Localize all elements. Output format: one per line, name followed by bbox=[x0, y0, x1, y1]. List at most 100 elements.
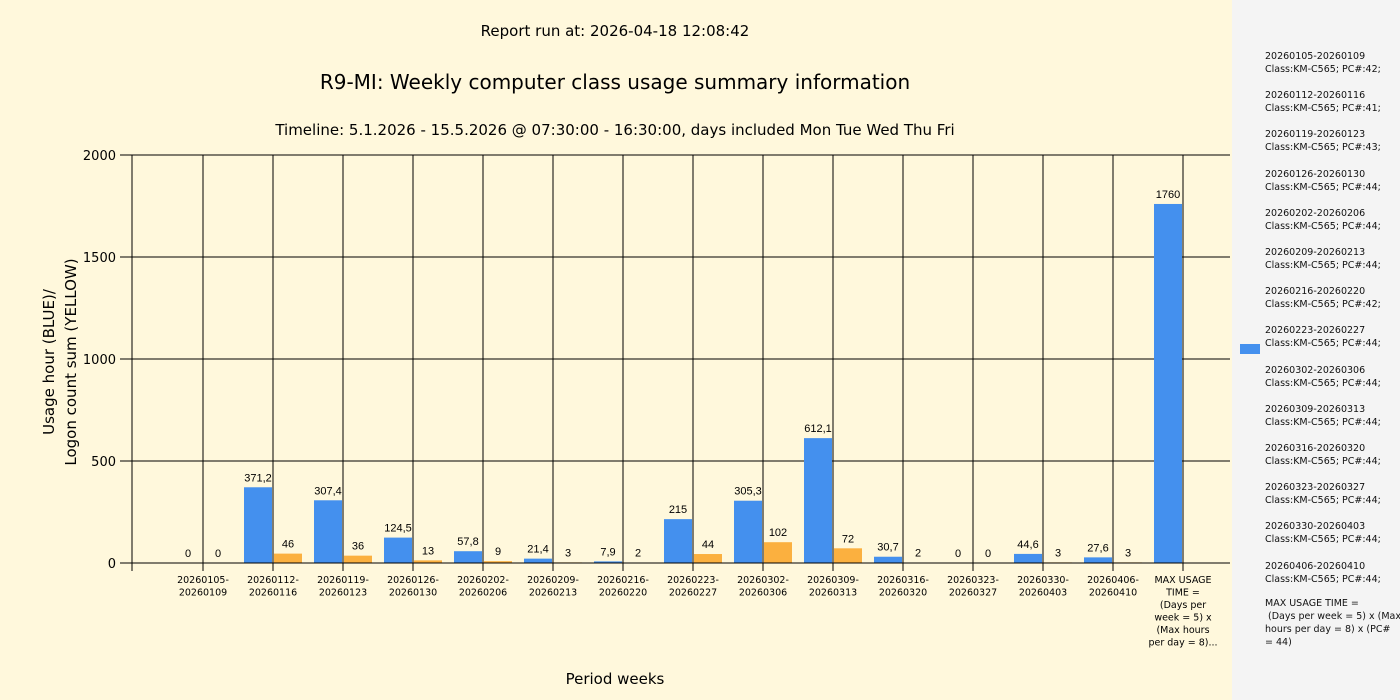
legend-item-line: Class:KM-C565; PC#:44; bbox=[1265, 573, 1381, 585]
legend-item-line: 20260316-20260320 bbox=[1265, 443, 1366, 454]
bar-usage-hours bbox=[1014, 553, 1042, 563]
legend-item-line: 20260330-20260403 bbox=[1265, 521, 1366, 533]
legend-item-line: Class:KM-C565; PC#:44; bbox=[1265, 416, 1381, 428]
x-tick-label: 20260406- bbox=[1087, 575, 1139, 586]
chart-subtitle: Timeline: 5.1.2026 - 15.5.2026 @ 07:30:0… bbox=[275, 121, 955, 139]
x-tick-label: 20260220 bbox=[599, 588, 647, 599]
bar-logon-count bbox=[414, 560, 442, 563]
bar-chart: 050010001500200020260105-202601092026011… bbox=[83, 149, 1230, 649]
x-tick-label: 20260105- bbox=[177, 575, 229, 586]
data-label-usage: 1760 bbox=[1156, 189, 1180, 201]
legend-item-line: 20260309-20260313 bbox=[1265, 403, 1366, 415]
bar-logon-count bbox=[274, 553, 302, 563]
data-label-usage: 30,7 bbox=[877, 542, 898, 554]
x-tick-label: 20260330- bbox=[1017, 575, 1069, 586]
data-label-usage: 44,6 bbox=[1017, 539, 1038, 551]
data-label-logon: 0 bbox=[985, 548, 991, 560]
legend-note-line: (Days per week = 5) x (Max bbox=[1265, 611, 1400, 622]
legend-item: 20260309-20260313 Class:KM-C565; PC#:44; bbox=[1265, 403, 1381, 429]
x-tick-label: TIME = bbox=[1165, 588, 1200, 599]
x-tick-label: 20260320 bbox=[879, 588, 927, 599]
legend-item-line: 20260119-20260123 bbox=[1265, 129, 1366, 141]
x-axis-label: Period weeks bbox=[565, 670, 665, 688]
x-tick-label: 20260216- bbox=[597, 575, 649, 586]
legend-item: 20260406-20260410 Class:KM-C565; PC#:44; bbox=[1265, 560, 1381, 586]
x-tick-label: 20260323- bbox=[947, 575, 999, 586]
x-tick-label: 20260313 bbox=[809, 588, 857, 599]
legend-item: 20260202-20260206 Class:KM-C565; PC#:44; bbox=[1265, 207, 1381, 233]
bar-usage-hours bbox=[874, 556, 902, 563]
legend-item: 20260209-20260213 Class:KM-C565; PC#:44; bbox=[1265, 246, 1381, 272]
x-tick-label: 20260116 bbox=[249, 588, 297, 599]
legend-item-line: 20260406-20260410 bbox=[1265, 560, 1366, 572]
bar-usage-hours bbox=[1084, 557, 1112, 563]
data-label-logon: 102 bbox=[769, 527, 787, 539]
legend-item: 20260105-20260109 Class:KM-C565; PC#:42; bbox=[1265, 50, 1381, 76]
bar-logon-count bbox=[764, 542, 792, 563]
bar-usage-hours bbox=[244, 487, 272, 563]
report-run-timestamp: Report run at: 2026-04-18 12:08:42 bbox=[480, 22, 750, 40]
data-label-usage: 7,9 bbox=[600, 546, 615, 558]
legend-note-line: hours per day = 8) x (PC# bbox=[1265, 624, 1391, 635]
data-label-usage: 57,8 bbox=[457, 536, 478, 548]
data-label-logon: 72 bbox=[842, 533, 854, 545]
bar-usage-hours bbox=[734, 500, 762, 563]
legend-item: 20260223-20260227 Class:KM-C565; PC#:44; bbox=[1265, 324, 1381, 350]
x-tick-label: 20260202- bbox=[457, 575, 509, 586]
data-label-logon: 46 bbox=[282, 539, 294, 551]
x-tick-label: 20260403 bbox=[1019, 588, 1067, 599]
bar-logon-count bbox=[694, 554, 722, 563]
legend-note-line: MAX USAGE TIME = bbox=[1265, 598, 1359, 609]
chart-title: R9-MI: Weekly computer class usage summa… bbox=[319, 70, 911, 94]
legend-item-line: Class:KM-C565; PC#:44; bbox=[1265, 495, 1381, 507]
bar-usage-hours bbox=[384, 537, 412, 563]
x-tick-label: 20260109 bbox=[179, 588, 227, 599]
legend-item: 20260316-20260320 Class:KM-C565; PC#:44; bbox=[1265, 442, 1381, 468]
legend-item-line: 20260223-20260227 bbox=[1265, 325, 1366, 337]
legend-item: 20260323-20260327 Class:KM-C565; PC#:44; bbox=[1265, 481, 1381, 507]
legend-item-line: Class:KM-C565; PC#:44; bbox=[1265, 338, 1381, 350]
bar-logon-count bbox=[344, 555, 372, 563]
legend-item-line: 20260323-20260327 bbox=[1265, 482, 1366, 494]
x-tick-label: 20260227 bbox=[669, 588, 717, 599]
x-tick-label: 20260123 bbox=[319, 588, 367, 599]
x-tick-label: 20260209- bbox=[527, 575, 579, 586]
data-label-usage: 0 bbox=[955, 548, 961, 560]
x-tick-label: 20260327 bbox=[949, 588, 997, 599]
legend-item-line: Class:KM-C565; PC#:44; bbox=[1265, 260, 1381, 271]
legend-item: 20260112-20260116 Class:KM-C565; PC#:41; bbox=[1265, 89, 1381, 115]
x-tick-label: (Days per bbox=[1160, 600, 1206, 611]
data-label-usage: 305,3 bbox=[734, 486, 762, 498]
x-tick-label: 20260223- bbox=[667, 575, 719, 586]
legend-item-line: Class:KM-C565; PC#:41; bbox=[1265, 103, 1381, 115]
legend-item: 20260302-20260306 Class:KM-C565; PC#:44; bbox=[1265, 364, 1381, 390]
legend-item-line: Class:KM-C565; PC#:43; bbox=[1265, 142, 1381, 154]
x-tick-label: 20260309- bbox=[807, 575, 859, 586]
x-tick-label: 20260206 bbox=[459, 588, 507, 599]
data-label-logon: 44 bbox=[702, 539, 714, 551]
x-tick-label: 20260130 bbox=[389, 588, 437, 599]
legend-item-line: 20260209-20260213 bbox=[1265, 247, 1366, 258]
legend-panel: 20260105-20260109 Class:KM-C565; PC#:42; 2… bbox=[1232, 0, 1400, 700]
data-label-logon: 3 bbox=[1125, 547, 1131, 559]
x-tick-label: 20260213 bbox=[529, 588, 577, 599]
y-tick-label: 0 bbox=[108, 557, 116, 572]
data-label-logon: 3 bbox=[1055, 547, 1061, 559]
x-tick-label: per day = 8)... bbox=[1148, 638, 1217, 649]
x-tick-label: 20260306 bbox=[739, 588, 787, 599]
legend-item-line: Class:KM-C565; PC#:44; bbox=[1265, 220, 1381, 232]
data-label-usage: 27,6 bbox=[1087, 542, 1108, 554]
data-label-usage: 0 bbox=[185, 548, 191, 560]
data-label-usage: 371,2 bbox=[244, 472, 272, 484]
data-label-logon: 13 bbox=[422, 545, 434, 557]
data-label-usage: 307,4 bbox=[314, 485, 342, 497]
x-tick-label: MAX USAGE bbox=[1154, 575, 1211, 586]
bar-usage-hours bbox=[804, 438, 832, 563]
data-label-logon: 36 bbox=[352, 541, 364, 553]
legend-item-line: Class:KM-C565; PC#:44; bbox=[1265, 534, 1381, 546]
data-label-usage: 21,4 bbox=[527, 544, 548, 556]
legend-item: 20260126-20260130 Class:KM-C565; PC#:44; bbox=[1265, 168, 1381, 194]
x-tick-label: 20260302- bbox=[737, 575, 789, 586]
data-label-usage: 124,5 bbox=[384, 523, 412, 535]
legend-item-line: Class:KM-C565; PC#:44; bbox=[1265, 456, 1381, 467]
